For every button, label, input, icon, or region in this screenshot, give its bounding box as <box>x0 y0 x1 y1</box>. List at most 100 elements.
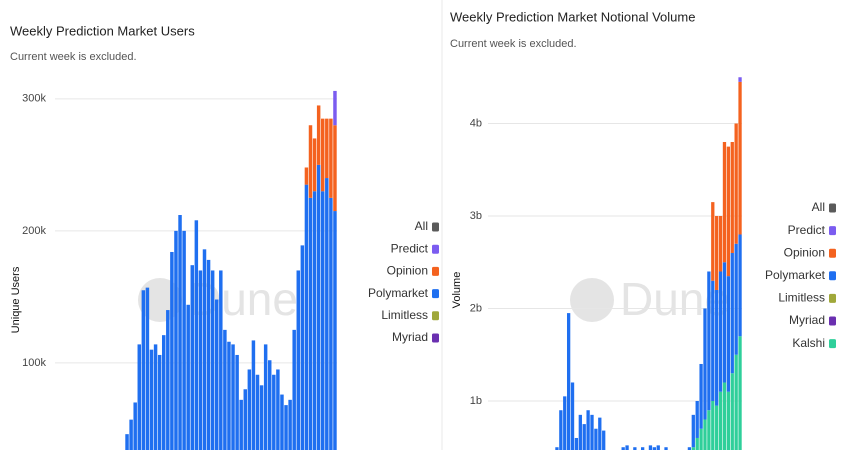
bar-segment <box>691 414 695 448</box>
bar-segment <box>738 81 742 235</box>
legend-label: Opinion <box>784 245 825 259</box>
bar-segment <box>153 344 158 450</box>
bar-segment <box>707 271 711 411</box>
bar-segment <box>730 141 734 253</box>
y-tick-label: 200k <box>22 225 46 237</box>
legend-swatch <box>432 244 439 254</box>
legend-swatch <box>829 226 836 236</box>
bar-segment <box>738 336 742 450</box>
bar-segment <box>247 369 252 450</box>
legend-swatch <box>432 266 439 276</box>
bar-segment <box>316 105 321 165</box>
bar-segment <box>227 341 231 450</box>
y-tick-label: 3b <box>470 210 482 222</box>
bar-segment <box>555 447 559 450</box>
legend-label: Kalshi <box>792 336 825 350</box>
bar-segment <box>730 373 734 450</box>
bar-segment <box>292 329 296 450</box>
bar-segment <box>296 270 301 450</box>
y-tick-label: 2b <box>470 302 482 314</box>
bar-segment <box>255 374 260 450</box>
bar-segment <box>267 360 272 450</box>
bar-segment <box>174 230 178 450</box>
bar-segment <box>695 437 699 450</box>
bar-segment <box>243 389 248 450</box>
y-tick-label: 300k <box>22 93 46 105</box>
legend-swatch <box>829 203 836 213</box>
legend-label: Polymarket <box>368 286 429 300</box>
bar-segment <box>206 259 211 450</box>
chart-title: Weekly Prediction Market Users <box>10 23 195 38</box>
bar-segment <box>703 419 707 450</box>
bar-segment <box>738 234 742 337</box>
bar-segment <box>707 410 711 450</box>
bar-segment <box>625 445 629 450</box>
bar-segment <box>276 369 280 450</box>
bar-segment <box>194 220 199 450</box>
bar-segment <box>722 262 727 383</box>
bar-segment <box>300 245 305 450</box>
bar-segment <box>695 400 699 438</box>
watermark-logo <box>570 278 614 322</box>
bar-segment <box>329 197 333 450</box>
bar-segment <box>711 280 715 401</box>
bar-segment <box>574 437 579 450</box>
legend-label: Polymarket <box>765 268 826 282</box>
bar-segment <box>125 434 129 450</box>
watermark: Dune <box>188 273 298 325</box>
bar-segment <box>145 287 150 450</box>
legend-label: Predict <box>391 241 429 255</box>
legend-swatch <box>432 333 439 343</box>
bar-segment <box>703 308 707 420</box>
users-panel: Weekly Prediction Market Users Current we… <box>10 23 439 450</box>
legend-label: Limitless <box>381 308 428 322</box>
bar-segment <box>582 424 586 450</box>
bar-segment <box>320 118 325 192</box>
legend-label: Predict <box>788 223 826 237</box>
bar-segment <box>186 304 190 450</box>
bar-segment <box>664 447 668 450</box>
legend-swatch <box>432 222 439 232</box>
bar-segment <box>251 340 256 450</box>
chart-title: Weekly Prediction Market Notional Volume <box>450 9 695 24</box>
bar-segment <box>699 363 703 429</box>
bar-segment <box>598 417 602 450</box>
bar-segment <box>718 215 723 272</box>
bar-segment <box>633 447 637 450</box>
bar-segment <box>578 414 582 450</box>
bar-segment <box>329 118 333 198</box>
legend-swatch <box>829 248 836 258</box>
bar-segment <box>691 447 695 450</box>
bar-segment <box>590 414 594 450</box>
bar-segment <box>308 125 313 198</box>
bar-segment <box>149 349 154 450</box>
bar-segment <box>559 410 563 450</box>
bar-segment <box>259 385 264 450</box>
legend-label: Limitless <box>778 291 825 305</box>
bar-segment <box>223 329 227 450</box>
legend-label: Opinion <box>387 264 428 278</box>
legend-label: All <box>415 219 428 233</box>
bar-segment <box>726 391 731 450</box>
bar-segment <box>621 447 625 450</box>
bar-segment <box>594 428 598 450</box>
bar-segment <box>333 90 337 126</box>
bar-segment <box>687 447 692 450</box>
bar-segment <box>726 276 731 392</box>
volume-panel: Weekly Prediction Market Notional Volume… <box>450 9 836 450</box>
bar-segment <box>325 178 329 450</box>
bar-segment <box>239 399 243 450</box>
bar-segment <box>157 354 162 450</box>
bar-segment <box>312 138 317 192</box>
y-axis-title: Unique Users <box>10 266 22 333</box>
legend-swatch <box>432 311 439 321</box>
bar-segment <box>711 202 715 281</box>
bar-segment <box>718 391 723 450</box>
y-tick-label: 4b <box>470 117 482 129</box>
bar-segment <box>178 215 182 450</box>
bar-segment <box>182 230 186 450</box>
bar-segment <box>316 164 321 450</box>
bar-segment <box>288 399 292 450</box>
bar-segment <box>325 118 329 179</box>
bar-segment <box>722 382 727 450</box>
